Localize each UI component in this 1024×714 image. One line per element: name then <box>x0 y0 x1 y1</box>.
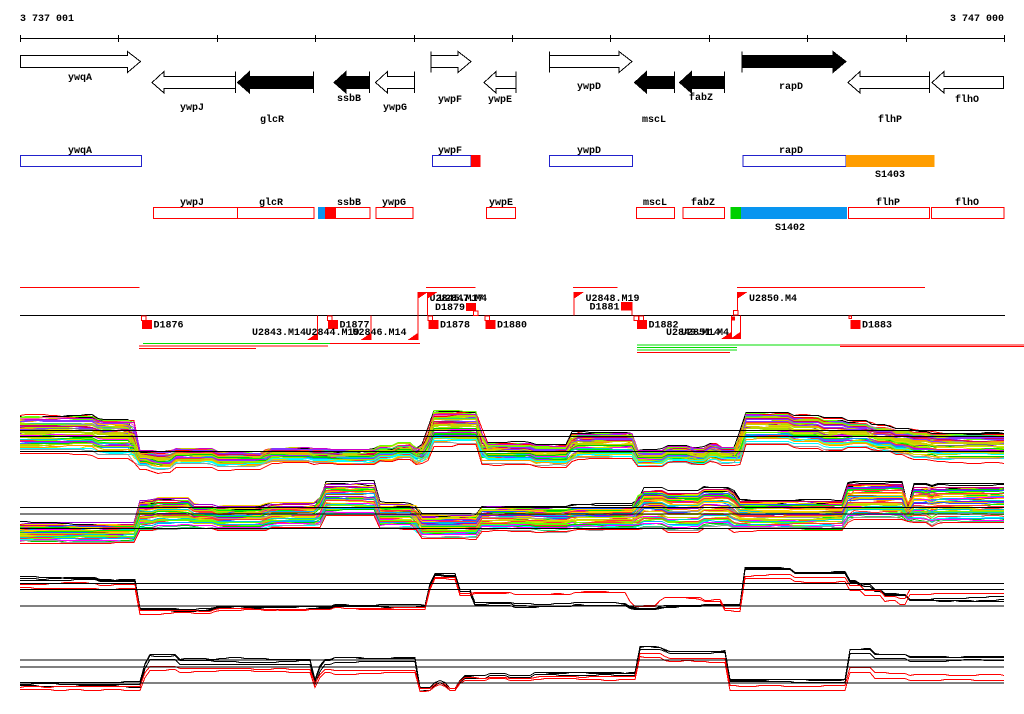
svg-text:ywpJ: ywpJ <box>180 198 204 209</box>
svg-text:S1402: S1402 <box>775 223 805 234</box>
svg-text:fabZ: fabZ <box>689 92 713 104</box>
svg-text:U2849.M14: U2849.M14 <box>666 328 720 339</box>
svg-text:3 737 001: 3 737 001 <box>20 14 74 25</box>
svg-text:ywpD: ywpD <box>577 82 601 93</box>
svg-text:glcR: glcR <box>259 197 283 209</box>
svg-text:flhP: flhP <box>876 197 900 209</box>
svg-text:D1876: D1876 <box>154 321 184 332</box>
svg-text:U2844.M19: U2844.M19 <box>305 328 359 339</box>
svg-text:fabZ: fabZ <box>691 197 715 209</box>
svg-text:D1878: D1878 <box>440 321 470 332</box>
svg-text:ywpF: ywpF <box>438 95 462 106</box>
svg-text:D1882: D1882 <box>649 321 679 332</box>
svg-text:U2851.M4: U2851.M4 <box>681 328 729 339</box>
svg-text:U2847.M4: U2847.M4 <box>439 294 487 305</box>
svg-text:ywpG: ywpG <box>382 198 406 209</box>
svg-text:3 747 000: 3 747 000 <box>950 14 1004 25</box>
svg-text:D1877: D1877 <box>340 321 370 332</box>
svg-text:rapD: rapD <box>779 82 803 93</box>
svg-text:ssbB: ssbB <box>337 197 361 209</box>
svg-text:S1403: S1403 <box>875 170 905 181</box>
svg-text:ywpE: ywpE <box>489 198 513 209</box>
svg-text:glcR: glcR <box>260 114 284 126</box>
svg-text:ssbB: ssbB <box>337 93 361 105</box>
svg-text:D1883: D1883 <box>862 321 892 332</box>
svg-text:U2846.M14: U2846.M14 <box>352 328 406 339</box>
svg-text:ywpJ: ywpJ <box>180 103 204 114</box>
svg-text:flhO: flhO <box>955 197 979 209</box>
svg-text:ywpG: ywpG <box>383 103 407 114</box>
svg-text:U2843.M14: U2843.M14 <box>252 328 306 339</box>
svg-text:U2850.M4: U2850.M4 <box>749 294 797 305</box>
svg-text:U2845.M17: U2845.M17 <box>430 294 484 305</box>
svg-text:ywpE: ywpE <box>488 95 512 106</box>
svg-text:mscL: mscL <box>642 115 666 126</box>
svg-text:rapD: rapD <box>779 146 803 157</box>
svg-text:D1881: D1881 <box>589 303 619 314</box>
svg-text:mscL: mscL <box>643 198 667 209</box>
svg-text:ywqA: ywqA <box>68 73 92 84</box>
svg-text:U2848.M19: U2848.M19 <box>586 294 640 305</box>
svg-text:D1879: D1879 <box>435 303 465 314</box>
svg-text:flhO: flhO <box>955 94 979 106</box>
svg-text:ywqA: ywqA <box>68 146 92 157</box>
svg-text:ywpD: ywpD <box>577 146 601 157</box>
svg-text:D1880: D1880 <box>497 321 527 332</box>
svg-text:ywpF: ywpF <box>438 146 462 157</box>
svg-text:flhP: flhP <box>878 114 902 126</box>
